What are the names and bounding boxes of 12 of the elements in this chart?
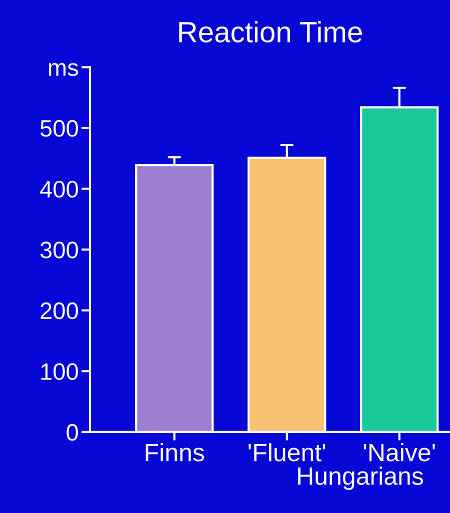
chart-title: Reaction Time	[179, 21, 362, 42]
y-tick-label: 500	[40, 120, 78, 137]
y-tick-label: ms	[48, 63, 78, 76]
x-tick-label: 'Fluent'	[248, 443, 326, 462]
x-tick-label: 'Naive'	[364, 443, 435, 462]
y-tick-label: 300	[40, 242, 78, 258]
y-tick-label: 200	[40, 302, 78, 320]
y-tick-label: 0	[66, 424, 78, 441]
y-tick-label: 100	[41, 363, 78, 380]
y-tick-label: 400	[40, 180, 78, 198]
x-axis-title: Hungarians	[298, 466, 424, 490]
x-tick-label: Finns	[146, 443, 204, 462]
